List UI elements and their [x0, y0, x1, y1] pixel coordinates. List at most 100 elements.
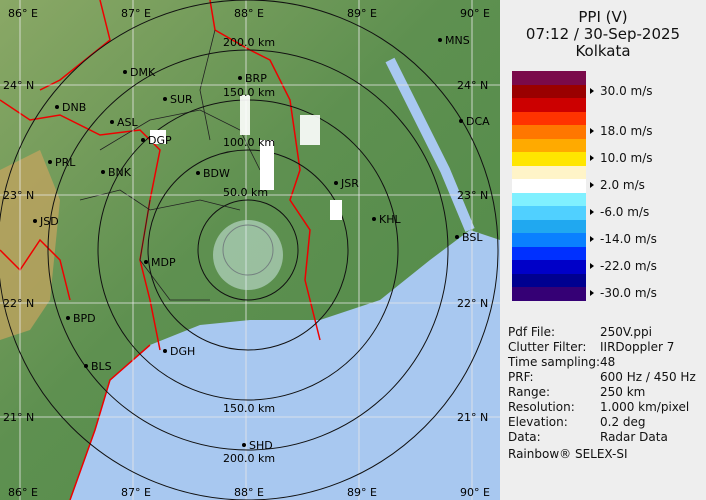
metadata-key: Pdf File:	[508, 325, 556, 339]
metadata-table: Pdf File: 250V.ppi Clutter Filter: IIRDoppl…	[508, 325, 696, 462]
city-marker: SHD	[242, 439, 273, 452]
city-label: BNK	[108, 166, 132, 179]
range-ring	[197, 199, 299, 301]
scale-tick-label: 18.0 m/s	[590, 124, 653, 138]
info-panel: PPI (V) 07:12 / 30-Sep-2025 Kolkata 30.0…	[500, 0, 706, 500]
ring-label: 150.0 km	[223, 402, 275, 415]
scale-tick-label: 10.0 m/s	[590, 151, 653, 165]
scale-swatch	[512, 260, 586, 274]
credit: Rainbow® SELEX-SI	[508, 447, 628, 461]
scale-swatch	[512, 84, 586, 98]
city-label: DMK	[130, 66, 156, 79]
scale-tick-label: 30.0 m/s	[590, 84, 653, 98]
ring-label: 50.0 km	[223, 186, 268, 199]
metadata-value: 250V.ppi	[600, 325, 652, 339]
city-label: MNS	[445, 34, 470, 47]
metadata-key: Clutter Filter:	[508, 340, 587, 354]
scale-swatch	[512, 233, 586, 247]
metadata-value: Radar Data	[600, 430, 668, 444]
metadata-key: Data:	[508, 430, 541, 444]
lat-label-right: 24° N	[457, 79, 488, 92]
metadata-value: 1.000 km/pixel	[600, 400, 690, 414]
city-marker: MNS	[438, 34, 470, 47]
scale-swatch	[512, 246, 586, 260]
city-marker: JSR	[334, 177, 359, 190]
scale-tick-label: -6.0 m/s	[590, 205, 649, 219]
range-ring	[147, 149, 349, 351]
scale-swatch	[512, 192, 586, 206]
lat-label-left: 23° N	[3, 189, 34, 202]
scale-swatch	[512, 273, 586, 287]
city-marker: MDP	[144, 256, 176, 269]
lon-label-top: 90° E	[460, 7, 490, 20]
city-label: BDW	[203, 167, 230, 180]
lat-label-left: 21° N	[3, 411, 34, 424]
lat-label-right: 22° N	[457, 297, 488, 310]
scale-swatch	[512, 179, 586, 193]
echo-clutter	[150, 95, 342, 290]
scale-tick-label: -22.0 m/s	[590, 259, 657, 273]
city-label: BRP	[245, 72, 267, 85]
lon-label-bottom: 88° E	[234, 486, 264, 499]
product-title: PPI (V)	[578, 8, 628, 26]
city-marker: DGP	[141, 134, 172, 147]
city-marker: DNB	[55, 101, 86, 114]
ring-label: 200.0 km	[223, 452, 275, 465]
city-marker: PRL	[48, 156, 76, 169]
scale-swatch	[512, 165, 586, 179]
lat-label-left: 24° N	[3, 79, 34, 92]
range-ring	[47, 49, 449, 451]
lon-label-bottom: 90° E	[460, 486, 490, 499]
plateau-terrain	[0, 150, 60, 340]
lat-lon-grid	[0, 0, 500, 500]
metadata-row: PRF: 600 Hz / 450 Hz	[508, 370, 696, 385]
city-label: DGP	[148, 134, 172, 147]
city-label: DNB	[62, 101, 86, 114]
metadata-key: PRF:	[508, 370, 534, 384]
city-label: MDP	[151, 256, 176, 269]
scan-datetime: 07:12 / 30-Sep-2025	[525, 25, 681, 43]
city-label: DCA	[466, 115, 490, 128]
metadata-key: Time sampling:	[508, 355, 601, 369]
city-marker: ASL	[110, 116, 139, 129]
city-label: BPD	[73, 312, 96, 325]
lat-label-right: 21° N	[457, 411, 488, 424]
lat-label-right: 23° N	[457, 189, 488, 202]
metadata-row: Elevation: 0.2 deg	[508, 415, 696, 430]
city-marker: BNK	[101, 166, 132, 179]
scale-swatch	[512, 125, 586, 139]
lat-label-left: 22° N	[3, 297, 34, 310]
city-marker: KHL	[372, 213, 401, 226]
city-marker: BRP	[238, 72, 267, 85]
city-label: ASL	[117, 116, 139, 129]
radar-site: Kolkata	[575, 42, 631, 60]
city-label: SUR	[170, 93, 193, 106]
metadata-key: Range:	[508, 385, 551, 399]
lon-label-bottom: 86° E	[8, 486, 38, 499]
lon-label-top: 89° E	[347, 7, 377, 20]
metadata-value: 250 km	[600, 385, 646, 399]
city-label: BSL	[462, 231, 483, 244]
scale-tick-label: 2.0 m/s	[590, 178, 645, 192]
city-label: SHD	[249, 439, 273, 452]
lon-label-top: 88° E	[234, 7, 264, 20]
scale-tick-label: -30.0 m/s	[590, 286, 657, 300]
city-label: DGH	[170, 345, 195, 358]
metadata-key: Elevation:	[508, 415, 568, 429]
metadata-value: IIRDoppler 7	[600, 340, 675, 354]
metadata-value: 48	[600, 355, 616, 369]
ring-label: 200.0 km	[223, 36, 275, 49]
scale-swatch	[512, 98, 586, 112]
city-label: PRL	[55, 156, 76, 169]
lon-label-top: 86° E	[8, 7, 38, 20]
metadata-value: 0.2 deg	[600, 415, 646, 429]
city-marker: JSD	[33, 215, 59, 228]
city-label: KHL	[379, 213, 401, 226]
city-marker: DGH	[163, 345, 195, 358]
ring-label: 100.0 km	[223, 136, 275, 149]
velocity-color-scale	[512, 71, 586, 301]
state-borders	[0, 0, 321, 500]
radar-map: 86° E 86° E 87° E 87° E 88° E 88° E 89° E 89° E…	[0, 0, 500, 500]
sea	[70, 230, 500, 500]
scale-swatch	[512, 111, 586, 125]
